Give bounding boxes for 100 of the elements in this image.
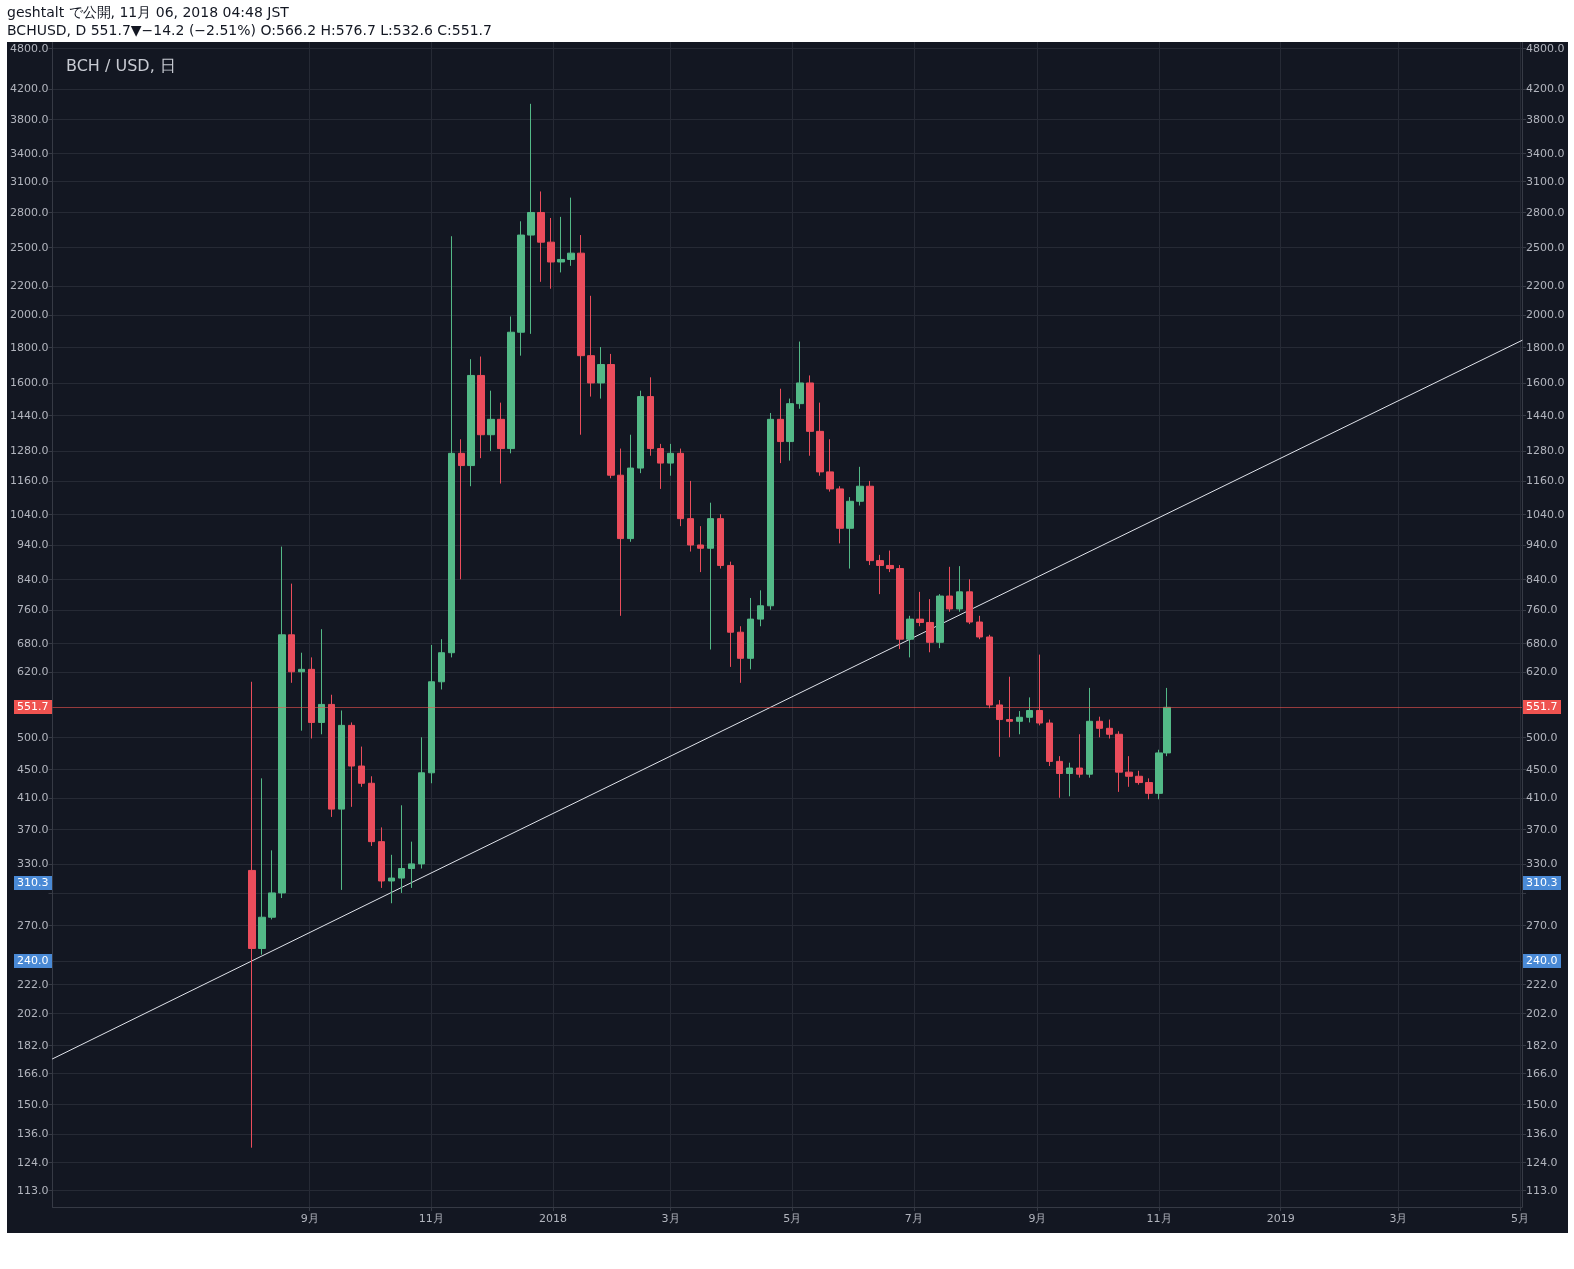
x-tick-label: 9月: [1028, 1212, 1047, 1225]
line-series: [51, 339, 1523, 1060]
candlestick: [687, 480, 694, 553]
candlestick: [1125, 755, 1133, 788]
candlestick: [497, 402, 505, 485]
candlestick: [836, 485, 844, 544]
candlestick: [368, 775, 375, 847]
text: 330.0: [16, 857, 49, 871]
candlestick: [507, 316, 515, 454]
candlestick: [796, 341, 804, 410]
text: 370.0: [16, 822, 49, 836]
x-tick-label: 5月: [1511, 1212, 1530, 1225]
text: 3800.0: [9, 112, 49, 126]
candlestick: [248, 681, 256, 1149]
candlestick: [777, 388, 784, 464]
text: 202.0: [16, 1006, 49, 1020]
text: 840.0: [16, 572, 49, 586]
candlestick: [1026, 696, 1033, 723]
candlestick: [896, 564, 904, 650]
text: 3400.0: [9, 146, 49, 160]
y-tick-label: 1280.0: [1526, 444, 1565, 458]
y-tick-label: 222.0: [1526, 978, 1558, 992]
x-tick-label: 7月: [904, 1212, 923, 1225]
candlestick: [966, 578, 973, 625]
y-tick-label: 2500.0: [1526, 240, 1565, 254]
text: 4200.0: [9, 82, 49, 96]
candlestick: [627, 434, 634, 543]
text: 1800.0: [9, 340, 49, 354]
y-tick-label: 2200.0: [1526, 279, 1565, 293]
y-tick-label: 1440.0: [1526, 408, 1565, 422]
y-tick-label: 1800.0: [1526, 340, 1565, 354]
candlestick: [607, 353, 615, 479]
ref-line-label: 551.7: [14, 700, 52, 715]
text: 2000.0: [9, 308, 49, 322]
candlestick: [1046, 719, 1053, 767]
x-tick-label: 11月: [1146, 1212, 1172, 1225]
y-tick-label: 2800.0: [1526, 205, 1565, 219]
y-tick-label: 270.0: [1526, 918, 1558, 932]
candlestick: [1076, 733, 1083, 779]
y-tick-label: 150.0: [1526, 1097, 1558, 1111]
y-tick-label: 124.0: [1526, 1155, 1558, 1169]
candlestick: [976, 615, 983, 640]
text: 182.0: [16, 1038, 49, 1052]
y-tick-label: 4200.0: [1526, 82, 1565, 96]
candlestick: [288, 583, 295, 684]
candlestick: [767, 412, 774, 611]
candlestick: [727, 561, 734, 668]
y-tick-label: 330.0: [1526, 857, 1558, 871]
text: 1280.0: [9, 444, 49, 458]
y-tick-label: 113.0: [1526, 1183, 1558, 1197]
candlestick: [707, 502, 714, 651]
candlestick: [996, 699, 1003, 758]
x-tick-label: 3月: [661, 1212, 680, 1225]
y-tick-label: 940.0: [1526, 538, 1558, 552]
candlestick: [657, 443, 664, 490]
candlestick: [1106, 719, 1113, 740]
candlestick: [816, 402, 824, 477]
text: 222.0: [16, 978, 49, 992]
y-tick-label: 1600.0: [1526, 376, 1565, 390]
candlestick: [298, 652, 305, 732]
y-tick-label: 166.0: [1526, 1066, 1558, 1080]
candlestick: [677, 448, 684, 527]
candlestick: [647, 376, 654, 457]
candlestick: [308, 656, 315, 740]
text: 150.0: [16, 1097, 49, 1111]
candlestick: [348, 721, 355, 808]
text: 1600.0: [9, 376, 49, 390]
candlestick: [826, 438, 834, 493]
text: 410.0: [16, 791, 49, 805]
candlestick: [737, 625, 744, 684]
text: 113.0: [16, 1183, 49, 1197]
x-tick-label: 2018: [538, 1212, 567, 1225]
candlestick: [537, 190, 545, 283]
text: 620.0: [16, 665, 49, 679]
y-tick-label: 2000.0: [1526, 308, 1565, 322]
y-tick-label: 620.0: [1526, 665, 1558, 679]
candlestick: [1086, 687, 1093, 779]
text: 310.3: [1523, 875, 1561, 890]
y-tick-label: 370.0: [1526, 822, 1558, 836]
text: 3100.0: [9, 174, 49, 188]
candlestick: [1006, 676, 1013, 738]
y-tick-label: 4800.0: [1526, 41, 1565, 55]
candlestick: [458, 438, 465, 580]
candlestick: [1115, 730, 1123, 793]
text: 1160.0: [9, 474, 49, 488]
text: 4800.0: [9, 41, 49, 55]
text: 310.3: [17, 875, 49, 889]
y-tick-label: 840.0: [1526, 572, 1558, 586]
candlestick: [487, 390, 495, 452]
x-tick-label: 11月: [418, 1212, 444, 1225]
text: 551.7: [1526, 700, 1558, 714]
text: 166.0: [16, 1066, 49, 1080]
candlestick: [617, 448, 624, 617]
candlestick: [637, 390, 644, 474]
candlestick: [866, 480, 874, 566]
candlestick: [567, 197, 575, 267]
candlestick: [846, 496, 854, 570]
y-tick-label: 3400.0: [1526, 146, 1565, 160]
candlestick: [587, 295, 595, 398]
candlestick: [428, 644, 435, 784]
